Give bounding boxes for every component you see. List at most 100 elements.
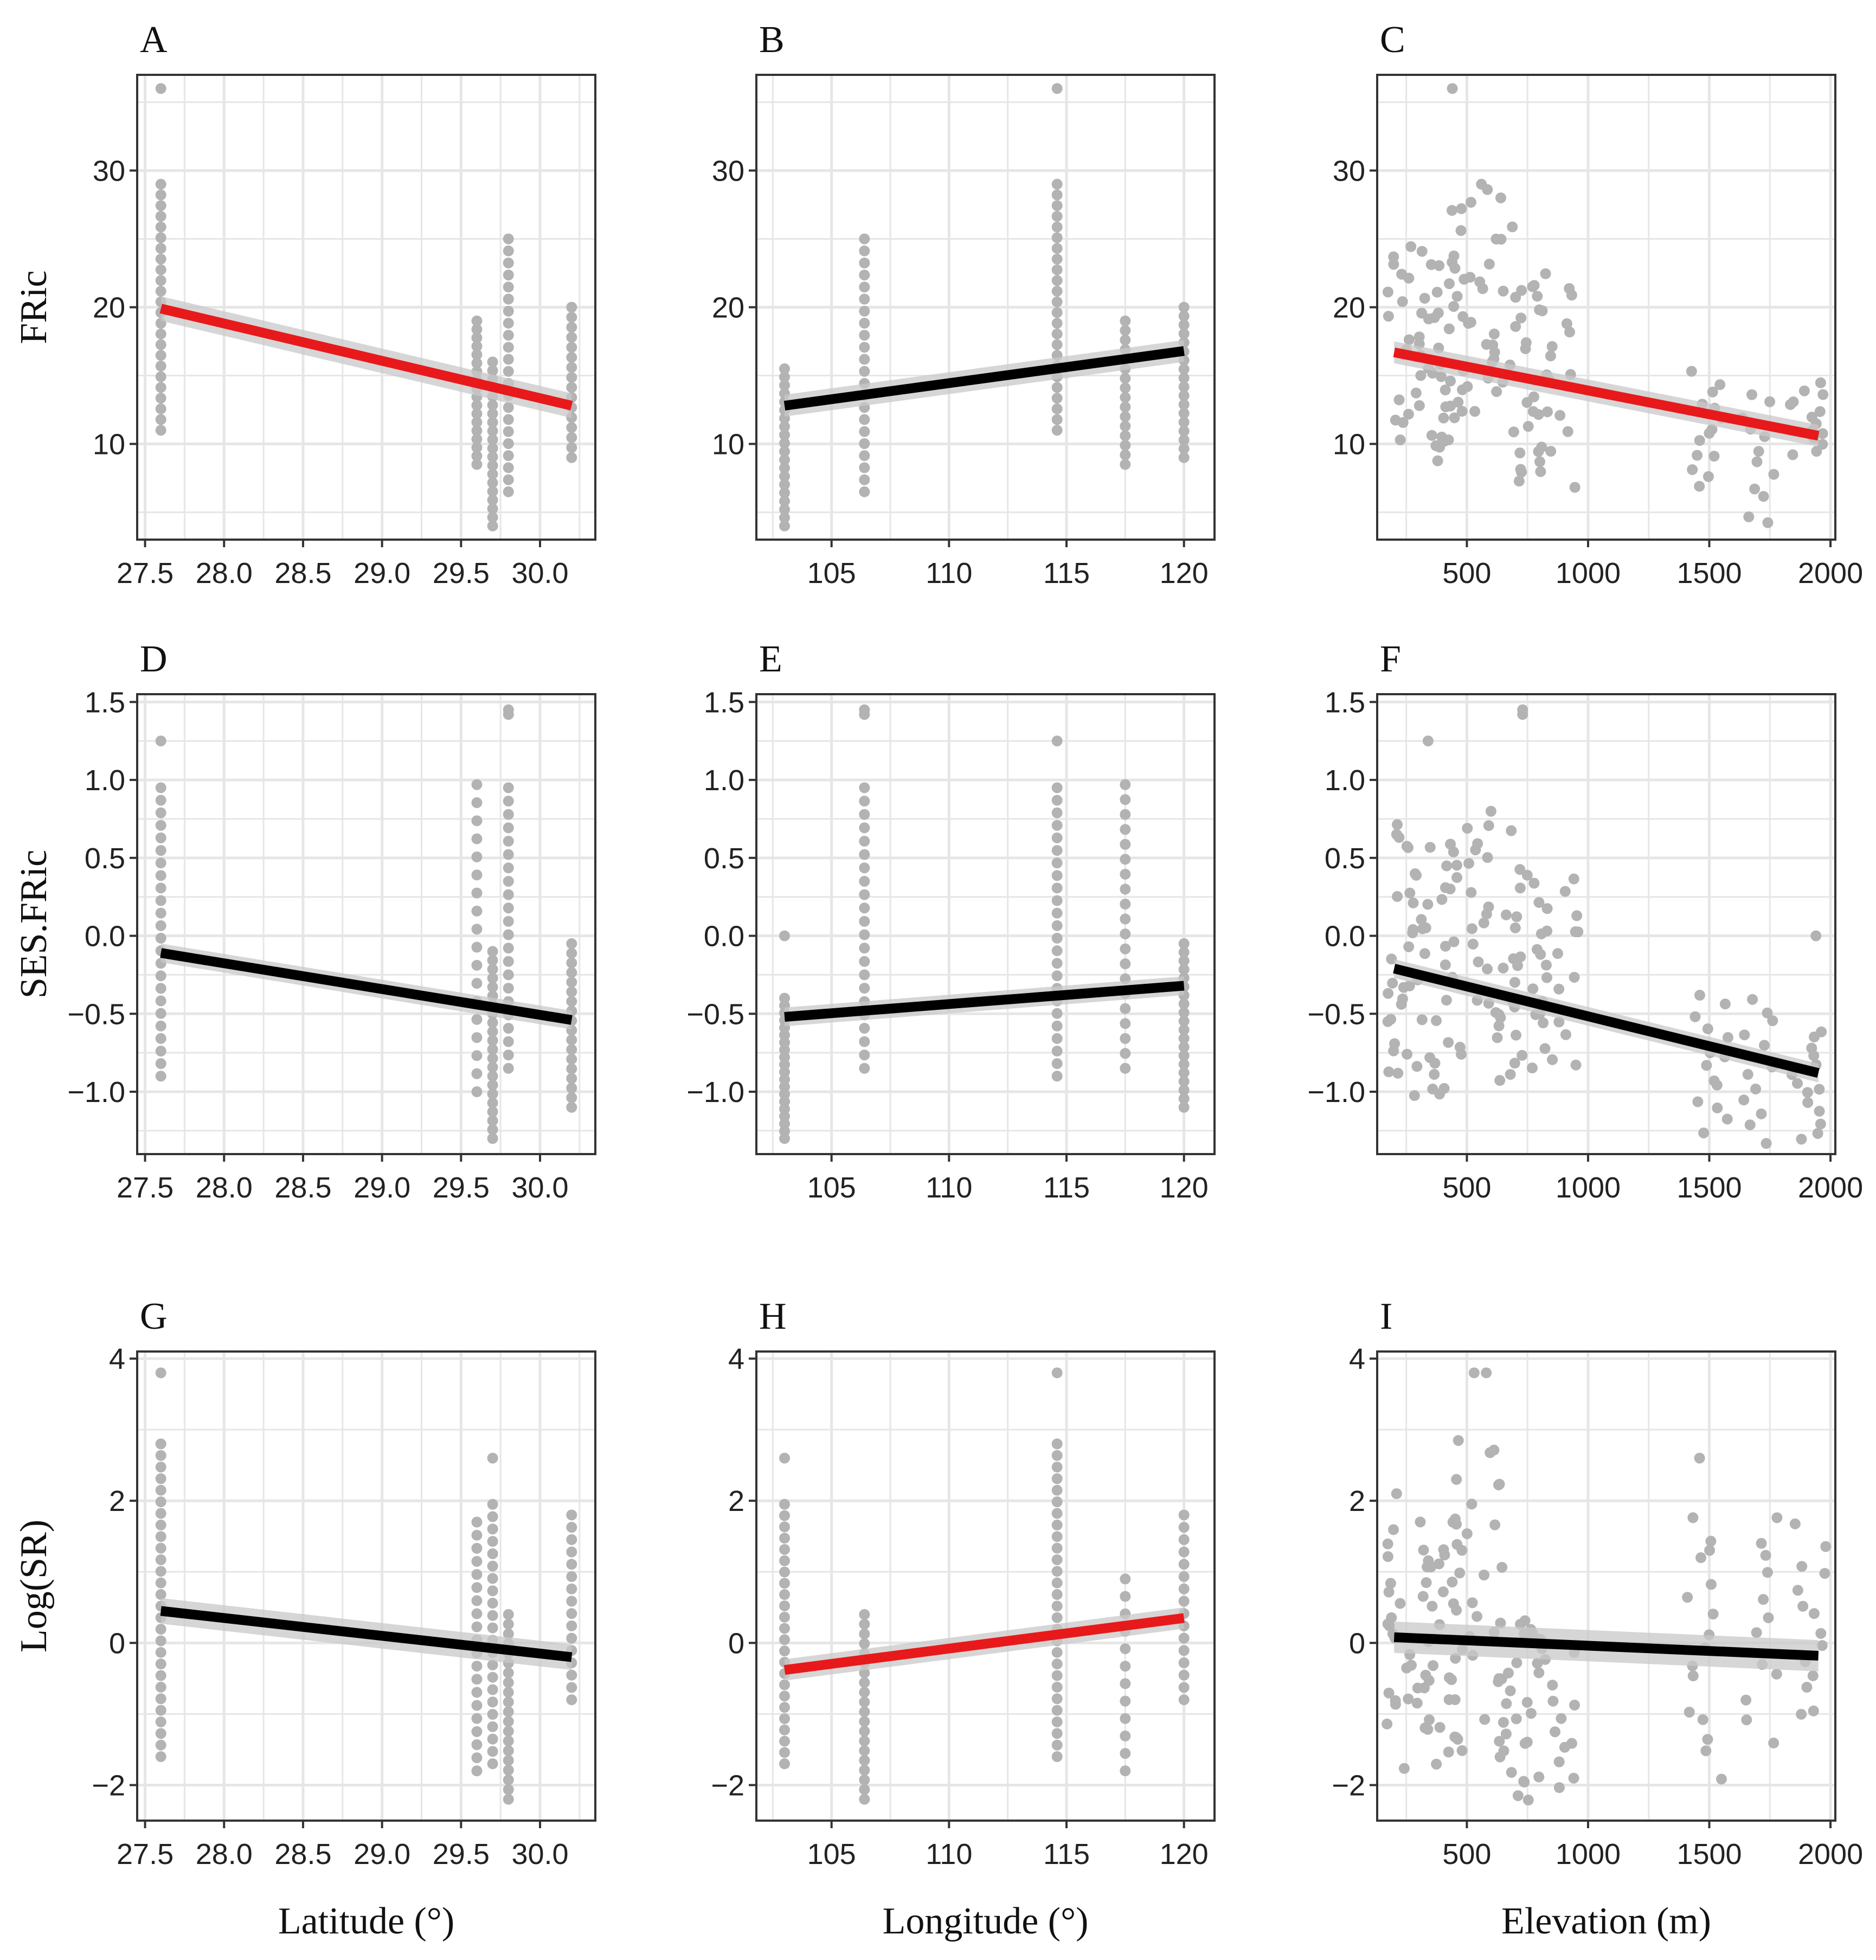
data-point [503, 956, 514, 967]
data-point [1178, 1632, 1190, 1644]
data-point [1120, 1048, 1131, 1059]
data-point [487, 1659, 498, 1670]
y-tick-label: 0.0 [704, 920, 744, 953]
data-point [1051, 1071, 1063, 1082]
data-point [471, 833, 483, 844]
data-point [471, 1739, 483, 1750]
data-point [503, 1716, 514, 1727]
data-point [1051, 1450, 1063, 1461]
data-point [1697, 1714, 1708, 1725]
data-point [487, 955, 498, 966]
x-tick-label: 28.0 [196, 1171, 253, 1204]
data-point [1178, 1041, 1190, 1053]
data-point [1178, 319, 1190, 331]
data-point [487, 946, 498, 957]
data-point [471, 1621, 483, 1632]
data-point [1178, 1657, 1190, 1669]
data-point [1702, 1023, 1713, 1035]
data-point [503, 281, 514, 293]
data-point [503, 875, 514, 887]
data-point [1485, 805, 1496, 817]
data-point [1120, 449, 1131, 460]
data-point [859, 1687, 870, 1698]
data-point [1449, 412, 1460, 424]
data-point [859, 822, 870, 834]
data-point [487, 503, 498, 514]
data-point [779, 1543, 790, 1555]
data-point [1051, 1728, 1063, 1739]
data-point [1450, 1732, 1462, 1743]
data-point [779, 1690, 790, 1702]
data-point [566, 1608, 577, 1619]
data-point [487, 1026, 498, 1037]
data-point [566, 322, 577, 333]
y-tick-label: 2 [728, 1485, 744, 1517]
data-point [1801, 1681, 1813, 1693]
data-point [471, 1674, 483, 1685]
data-point [503, 1774, 514, 1785]
data-point [1051, 403, 1063, 414]
panel-a: 27.5 28.0 28.5 29.0 29.5 30.0 10 20 30 A [93, 19, 596, 590]
data-point [155, 832, 166, 843]
data-point [1440, 401, 1451, 413]
data-point [1473, 956, 1484, 968]
data-point [1498, 1716, 1509, 1728]
data-point [1702, 1734, 1713, 1745]
data-point [1383, 1066, 1395, 1078]
data-point [1527, 281, 1538, 292]
x-tick-label: 30.0 [511, 1171, 568, 1204]
data-point [859, 929, 870, 940]
data-point [1559, 886, 1571, 897]
data-point [1178, 1694, 1190, 1706]
data-point [1764, 396, 1776, 407]
data-point [503, 330, 514, 341]
data-point [1416, 308, 1428, 319]
x-tick-label: 29.0 [354, 1838, 410, 1871]
data-point [487, 460, 498, 471]
data-point [566, 442, 577, 453]
data-point [1532, 291, 1543, 302]
data-point [155, 1751, 166, 1763]
data-point [1051, 1658, 1063, 1670]
data-point [471, 442, 483, 453]
data-point [1051, 895, 1063, 906]
data-point [1120, 943, 1131, 955]
data-point [155, 1033, 166, 1044]
data-point [1814, 1084, 1825, 1095]
data-point [503, 354, 514, 365]
data-point [503, 1754, 514, 1766]
data-point [1178, 1546, 1190, 1558]
data-point [1051, 1020, 1063, 1032]
data-point [155, 970, 166, 982]
data-point [1798, 385, 1810, 396]
y-tick-label: 0 [109, 1627, 125, 1660]
data-point [1120, 373, 1131, 384]
data-point [471, 425, 483, 437]
data-point [779, 1578, 790, 1589]
data-point [779, 479, 790, 490]
data-point [1767, 1015, 1778, 1027]
data-point [1502, 1667, 1514, 1679]
data-point [471, 1687, 483, 1698]
data-point [566, 1534, 577, 1545]
data-point [471, 1014, 483, 1025]
data-point [1120, 401, 1131, 413]
data-point [1519, 1615, 1531, 1626]
data-point [1051, 1693, 1063, 1705]
data-point [503, 1667, 514, 1679]
data-point [1495, 192, 1507, 203]
data-point [503, 1745, 514, 1757]
data-point [487, 1709, 498, 1720]
data-point [487, 1071, 498, 1082]
y-tick-label: −2 [92, 1769, 125, 1802]
x-tick-label: 1500 [1676, 1838, 1742, 1871]
data-point [1178, 434, 1190, 446]
data-point [859, 342, 870, 353]
data-point [471, 459, 483, 470]
data-point [1440, 959, 1451, 971]
data-point [1816, 1640, 1828, 1651]
panel-f: 500 1000 1500 2000 −1.0 −0.5 0.0 0.5 1.0 1.5 F [1307, 638, 1863, 1204]
data-point [1493, 1009, 1505, 1020]
data-point [1472, 1611, 1483, 1622]
data-point [1807, 1670, 1819, 1681]
